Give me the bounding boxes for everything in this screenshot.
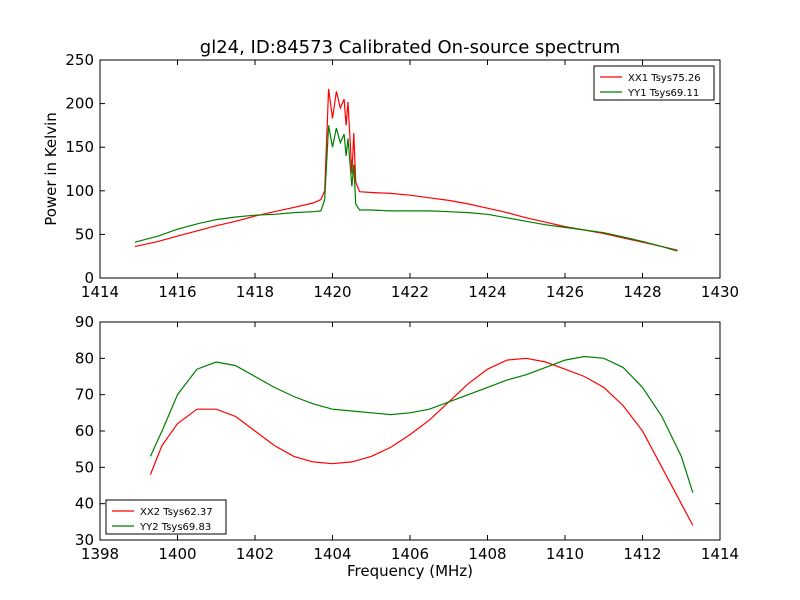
legend-box [593,65,715,101]
y-tick-label: 0 [84,269,94,287]
legend-box [105,499,227,535]
y-tick-label: 40 [75,495,94,513]
legend: XX2 Tsys62.37 YY2 Tsys69.83 [105,499,227,535]
chart-title: gl24, ID:84573 Calibrated On-source spec… [200,37,620,58]
x-tick-label: 1414 [701,545,739,563]
top-panel: 1414 1416 1418 1420 1422 1424 1426 1428 1430 0 50 1… [42,51,739,301]
y-tick-label: 150 [65,138,94,156]
series-line-1 [134,88,678,251]
y-axis-label: Power in Kelvin [42,112,60,226]
x-tick-label: 1400 [158,545,196,563]
legend-entry: XX1 Tsys75.26 [628,73,701,84]
y-tick-label: 60 [75,422,94,440]
x-tick-label: 1420 [313,283,351,301]
series-line-2 [149,355,694,493]
y-tick-label: 250 [65,51,94,69]
legend: XX1 Tsys75.26 YY1 Tsys69.11 [593,65,715,101]
x-tick-label: 1412 [623,545,661,563]
y-tick-label: 100 [65,182,94,200]
y-tick-label: 50 [75,458,94,476]
x-tick-label: 1406 [391,545,429,563]
x-axis-label: Frequency (MHz) [347,562,473,580]
y-tick-label: 80 [75,349,94,367]
series-line-1 [149,357,694,526]
x-tick-label: 1428 [623,283,661,301]
legend-entry: XX2 Tsys62.37 [140,507,213,518]
y-tick-label: 50 [75,225,94,243]
legend-entry: YY2 Tsys69.83 [139,522,211,533]
x-tick-label: 1430 [701,283,739,301]
y-tick-label: 30 [75,531,94,549]
x-tick-label: 1402 [236,545,274,563]
x-tick-label: 1424 [468,283,506,301]
x-tick-label: 1414 [81,283,119,301]
x-tick-label: 1408 [468,545,506,563]
x-tick-label: 1422 [391,283,429,301]
legend-entry: YY1 Tsys69.11 [627,88,699,99]
bottom-panel: 1398 1400 1402 1404 1406 1408 1410 1412 1414 30 40… [75,313,739,580]
x-tick-label: 1426 [546,283,584,301]
y-tick-label: 90 [75,313,94,331]
y-tick-label: 200 [65,95,94,113]
x-tick-label: 1416 [158,283,196,301]
y-tick-label: 70 [75,386,94,404]
series-line-2 [134,125,678,252]
x-tick-label: 1398 [81,545,119,563]
x-tick-label: 1418 [236,283,274,301]
x-tick-label: 1410 [546,545,584,563]
x-tick-label: 1404 [313,545,351,563]
